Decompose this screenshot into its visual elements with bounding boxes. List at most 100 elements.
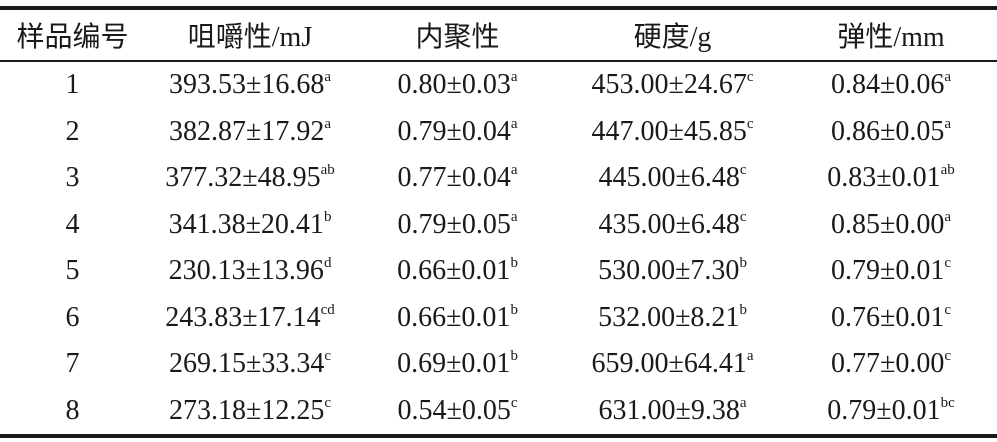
table-cell: 5 bbox=[0, 248, 145, 295]
table-row: 5 230.13±13.96d 0.66±0.01b 530.00±7.30b 0.79… bbox=[0, 248, 997, 295]
table-cell: 0.79±0.01bc bbox=[785, 388, 997, 437]
table-row: 6 243.83±17.14cd 0.66±0.01b 532.00±8.21b 0.7… bbox=[0, 295, 997, 342]
table-cell: 230.13±13.96d bbox=[145, 248, 355, 295]
significance-letter: c bbox=[739, 208, 747, 225]
cell-value: 269.15±33.34 bbox=[168, 348, 325, 380]
cell-value: 1 bbox=[65, 69, 80, 101]
significance-letter: c bbox=[944, 348, 952, 365]
table-cell: 0.83±0.01ab bbox=[785, 155, 997, 202]
significance-letter: ab bbox=[320, 162, 335, 179]
cell-value: 530.00±7.30 bbox=[598, 255, 740, 287]
significance-letter: c bbox=[944, 255, 952, 272]
cell-value: 445.00±6.48 bbox=[598, 162, 740, 194]
cell-value: 4 bbox=[65, 208, 80, 240]
table-header: 样品编号 咀嚼性/mJ 内聚性 硬度/g 弹性/mm bbox=[0, 8, 997, 61]
significance-letter: a bbox=[944, 208, 952, 225]
cell-value: 0.76±0.01 bbox=[830, 301, 945, 333]
table-cell: 0.77±0.04a bbox=[355, 155, 560, 202]
significance-letter: d bbox=[323, 255, 332, 272]
cell-value: 5 bbox=[65, 255, 80, 287]
cell-value: 341.38±20.41 bbox=[168, 208, 324, 240]
table-cell: 0.66±0.01b bbox=[355, 295, 560, 342]
table-row: 1 393.53±16.68a 0.80±0.03a 453.00±24.67c 0.8… bbox=[0, 61, 997, 109]
table-body: 1 393.53±16.68a 0.80±0.03a 453.00±24.67c 0.8… bbox=[0, 61, 997, 436]
table-cell: 0.79±0.05a bbox=[355, 202, 560, 249]
table-cell: 269.15±33.34c bbox=[145, 341, 355, 388]
cell-value: 6 bbox=[65, 301, 80, 333]
cell-value: 0.79±0.04 bbox=[397, 115, 511, 147]
table-cell: 447.00±45.85c bbox=[560, 109, 785, 156]
table-cell: 8 bbox=[0, 388, 145, 437]
table-row: 2 382.87±17.92a 0.79±0.04a 447.00±45.85c 0.8… bbox=[0, 109, 997, 156]
significance-letter: cd bbox=[320, 301, 335, 318]
header-cell: 弹性/mm bbox=[837, 22, 945, 53]
header-cell: 内聚性 bbox=[415, 22, 500, 53]
table-cell: 0.79±0.01c bbox=[785, 248, 997, 295]
table-cell: 3 bbox=[0, 155, 145, 202]
significance-letter: ab bbox=[940, 162, 955, 179]
cell-value: 377.32±48.95 bbox=[165, 162, 321, 194]
table-cell: 243.83±17.14cd bbox=[145, 295, 355, 342]
significance-letter: a bbox=[944, 69, 952, 86]
cell-value: 3 bbox=[65, 162, 80, 194]
cell-value: 382.87±17.92 bbox=[168, 115, 325, 147]
table-cell: 532.00±8.21b bbox=[560, 295, 785, 342]
significance-letter: c bbox=[739, 162, 747, 179]
table-cell: 453.00±24.67c bbox=[560, 61, 785, 109]
table-row: 3 377.32±48.95ab 0.77±0.04a 445.00±6.48c 0.8… bbox=[0, 155, 997, 202]
table-cell: 0.86±0.05a bbox=[785, 109, 997, 156]
cell-value: 0.84±0.06 bbox=[830, 69, 945, 101]
significance-letter: c bbox=[510, 394, 518, 411]
table-cell: 0.85±0.00a bbox=[785, 202, 997, 249]
cell-value: 0.77±0.04 bbox=[397, 162, 511, 194]
table-cell: 445.00±6.48c bbox=[560, 155, 785, 202]
significance-letter: a bbox=[746, 348, 754, 365]
cell-value: 2 bbox=[65, 115, 80, 147]
header-cell: 咀嚼性/mJ bbox=[187, 22, 313, 53]
table-cell: 530.00±7.30b bbox=[560, 248, 785, 295]
table-cell: 393.53±16.68a bbox=[145, 61, 355, 109]
table-cell: 0.77±0.00c bbox=[785, 341, 997, 388]
significance-letter: b bbox=[739, 301, 747, 318]
table-row: 4 341.38±20.41b 0.79±0.05a 435.00±6.48c 0.85… bbox=[0, 202, 997, 249]
significance-letter: a bbox=[944, 115, 952, 132]
table-cell: 0.54±0.05c bbox=[355, 388, 560, 437]
cell-value: 532.00±8.21 bbox=[598, 301, 740, 333]
cell-value: 453.00±24.67 bbox=[591, 69, 747, 101]
table-cell: 659.00±64.41a bbox=[560, 341, 785, 388]
header-row: 样品编号 咀嚼性/mJ 内聚性 硬度/g 弹性/mm bbox=[0, 8, 997, 61]
significance-letter: b bbox=[739, 255, 747, 272]
significance-letter: a bbox=[510, 115, 518, 132]
significance-letter: a bbox=[510, 208, 518, 225]
significance-letter: b bbox=[510, 301, 518, 318]
significance-letter: a bbox=[324, 69, 332, 86]
table-cell: 631.00±9.38a bbox=[560, 388, 785, 437]
cell-value: 659.00±64.41 bbox=[591, 348, 747, 380]
significance-letter: a bbox=[739, 394, 747, 411]
significance-letter: bc bbox=[940, 394, 955, 411]
table-cell: 435.00±6.48c bbox=[560, 202, 785, 249]
header-cell: 硬度/g bbox=[633, 22, 712, 53]
cell-value: 0.66±0.01 bbox=[397, 301, 511, 333]
table-cell: 0.69±0.01b bbox=[355, 341, 560, 388]
cell-value: 435.00±6.48 bbox=[598, 208, 740, 240]
table-cell: 1 bbox=[0, 61, 145, 109]
significance-letter: c bbox=[746, 69, 754, 86]
cell-value: 0.54±0.05 bbox=[397, 394, 511, 426]
table-cell: 0.80±0.03a bbox=[355, 61, 560, 109]
table-cell: 0.66±0.01b bbox=[355, 248, 560, 295]
significance-letter: b bbox=[323, 208, 332, 225]
cell-value: 0.80±0.03 bbox=[397, 69, 511, 101]
table-cell: 0.84±0.06a bbox=[785, 61, 997, 109]
table-cell: 341.38±20.41b bbox=[145, 202, 355, 249]
table-cell: 7 bbox=[0, 341, 145, 388]
significance-letter: b bbox=[510, 348, 518, 365]
table-cell: 273.18±12.25c bbox=[145, 388, 355, 437]
cell-value: 243.83±17.14 bbox=[165, 301, 321, 333]
significance-letter: c bbox=[944, 301, 952, 318]
cell-value: 631.00±9.38 bbox=[598, 394, 740, 426]
table-cell: 0.79±0.04a bbox=[355, 109, 560, 156]
cell-value: 273.18±12.25 bbox=[168, 394, 325, 426]
significance-letter: a bbox=[324, 115, 332, 132]
